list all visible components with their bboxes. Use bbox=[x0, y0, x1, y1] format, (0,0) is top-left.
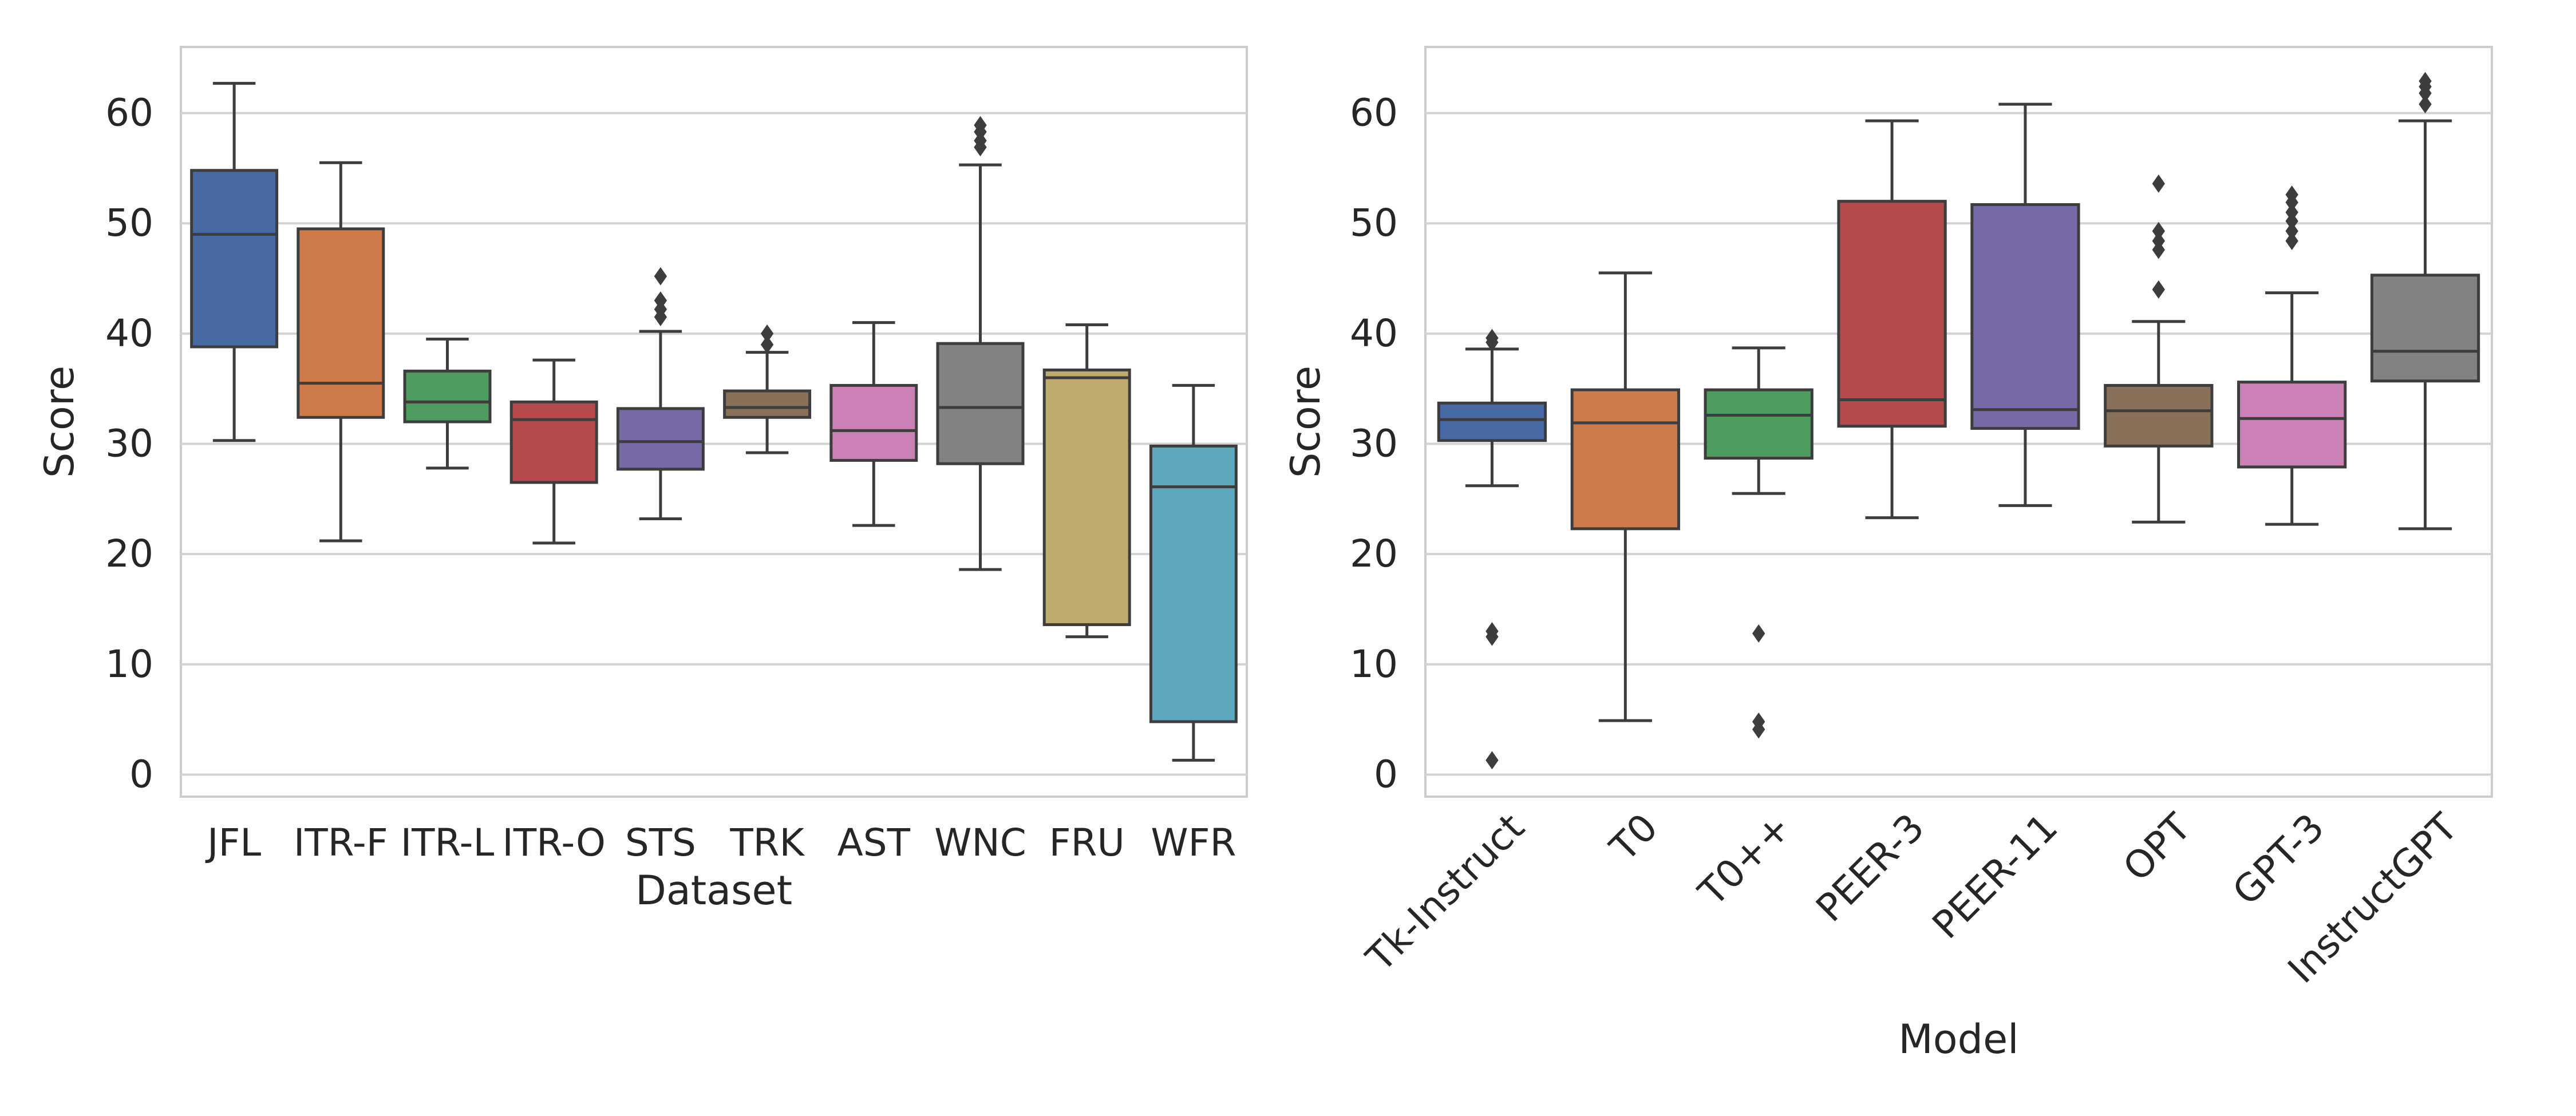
iqr-box bbox=[2104, 383, 2214, 448]
outlier-point bbox=[2285, 203, 2298, 221]
left-x-axis-title: Dataset bbox=[635, 867, 792, 914]
outlier-point bbox=[974, 116, 987, 134]
iqr-box bbox=[2237, 381, 2347, 469]
right-box-tk-instruct bbox=[1437, 329, 1547, 770]
iqr-box bbox=[1837, 200, 1947, 428]
left-x-tick-label: ITR-L bbox=[401, 821, 495, 865]
right-y-tick-label: 0 bbox=[1374, 752, 1398, 796]
outlier-point bbox=[2152, 221, 2166, 240]
iqr-box bbox=[1042, 368, 1131, 626]
right-x-tick-label: PEER-11 bbox=[1924, 805, 2066, 947]
outlier-point bbox=[2285, 221, 2298, 240]
right-x-tick-label: PEER-3 bbox=[1808, 805, 1933, 931]
left-x-tick-label: STS bbox=[625, 821, 696, 865]
right-x-tick-label: Tk-Instruct bbox=[1358, 805, 1533, 980]
right-box-instructgpt bbox=[2370, 72, 2480, 531]
iqr-box bbox=[509, 400, 598, 484]
right-box-gpt-3 bbox=[2237, 185, 2347, 526]
right-x-tick-label: OPT bbox=[2115, 805, 2199, 889]
left-x-tick-label: WFR bbox=[1151, 821, 1236, 865]
outlier-point bbox=[1485, 751, 1499, 770]
right-x-axis-title: Model bbox=[1898, 1016, 2018, 1063]
iqr-box bbox=[1704, 388, 1814, 460]
left-x-tick-label: TRK bbox=[729, 821, 805, 865]
iqr-box bbox=[829, 383, 918, 462]
right-x-tick-label: T0 bbox=[1601, 805, 1666, 870]
right-y-tick-label: 20 bbox=[1350, 532, 1398, 576]
left-box-jfl bbox=[190, 82, 279, 442]
outlier-point bbox=[760, 335, 774, 354]
left-y-axis-title: Score bbox=[36, 366, 83, 478]
outlier-point bbox=[2152, 280, 2166, 299]
left-y-tick-label: 50 bbox=[105, 201, 153, 245]
right-y-tick-label: 40 bbox=[1350, 311, 1398, 355]
outlier-point bbox=[654, 291, 667, 310]
left-box-wnc bbox=[936, 116, 1025, 571]
iqr-box bbox=[1149, 444, 1238, 723]
outlier-point bbox=[2285, 232, 2298, 251]
outlier-point bbox=[1485, 622, 1499, 641]
outlier-point bbox=[654, 267, 667, 286]
iqr-box bbox=[1570, 388, 1680, 531]
right-box-t0- bbox=[1704, 346, 1814, 739]
left-x-tick-label: FRU bbox=[1049, 821, 1125, 865]
left-x-tick-label: ITR-F bbox=[294, 821, 388, 865]
outlier-point bbox=[1752, 720, 1765, 739]
outlier-point bbox=[2419, 95, 2432, 114]
right-box-peer-3 bbox=[1837, 119, 1947, 520]
right-y-axis-title: Score bbox=[1282, 366, 1329, 478]
outlier-point bbox=[1752, 624, 1765, 643]
outlier-point bbox=[1485, 329, 1499, 347]
iqr-box bbox=[403, 369, 492, 424]
outlier-point bbox=[760, 324, 774, 343]
right-y-tick-label: 10 bbox=[1350, 642, 1398, 686]
right-box-opt bbox=[2104, 174, 2214, 524]
left-box-itr-o bbox=[509, 358, 598, 545]
iqr-box bbox=[297, 227, 385, 419]
left-boxplot-panel: 0 10 20 30 40 50 60 Score JFL ITR-F ITR-L ITR-O STS T… bbox=[36, 46, 1248, 914]
left-x-tick-label: AST bbox=[837, 821, 911, 865]
right-y-tick-label: 50 bbox=[1350, 201, 1398, 245]
outlier-point bbox=[2152, 174, 2166, 193]
left-y-tick-label: 0 bbox=[129, 752, 153, 796]
right-x-tick-label: T0++ bbox=[1690, 805, 1800, 915]
left-y-tick-label: 40 bbox=[105, 311, 153, 355]
left-y-tick-label: 10 bbox=[105, 642, 153, 686]
right-x-tick-label: GPT-3 bbox=[2224, 805, 2333, 914]
left-box-fru bbox=[1042, 323, 1131, 639]
iqr-box bbox=[936, 342, 1025, 465]
left-y-tick-label: 20 bbox=[105, 532, 153, 576]
iqr-box bbox=[616, 407, 705, 471]
outlier-point bbox=[2152, 232, 2166, 251]
iqr-box bbox=[723, 389, 812, 419]
left-box-itr-l bbox=[403, 338, 492, 470]
outlier-point bbox=[2419, 72, 2432, 90]
left-y-tick-label: 60 bbox=[105, 91, 153, 135]
iqr-box bbox=[1970, 203, 2080, 430]
outlier-point bbox=[2285, 185, 2298, 204]
right-y-tick-label: 30 bbox=[1350, 422, 1398, 466]
right-box-t0 bbox=[1570, 271, 1680, 722]
iqr-box bbox=[2370, 274, 2480, 383]
iqr-box bbox=[1437, 401, 1547, 442]
iqr-box bbox=[190, 169, 279, 349]
right-y-tick-label: 60 bbox=[1350, 91, 1398, 135]
left-y-tick-label: 30 bbox=[105, 422, 153, 466]
left-box-sts bbox=[616, 267, 705, 521]
left-x-tick-label: ITR-O bbox=[502, 821, 606, 865]
left-box-trk bbox=[723, 324, 812, 454]
left-box-wfr bbox=[1149, 383, 1238, 762]
left-box-itr-f bbox=[297, 161, 385, 543]
left-x-tick-label: WNC bbox=[934, 821, 1026, 865]
right-box-peer-11 bbox=[1970, 102, 2080, 507]
left-x-tick-label: JFL bbox=[205, 821, 261, 865]
left-box-ast bbox=[829, 321, 918, 527]
